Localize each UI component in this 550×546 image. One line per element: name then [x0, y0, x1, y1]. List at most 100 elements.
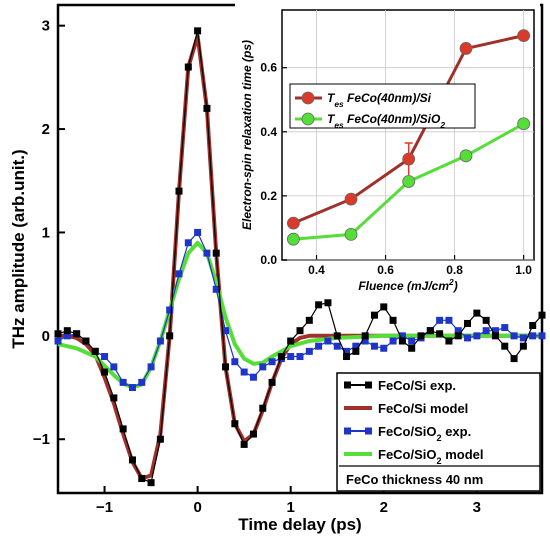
data-point	[231, 420, 239, 428]
data-point	[370, 311, 378, 319]
data-point	[287, 353, 295, 361]
data-point	[333, 342, 341, 350]
data-point	[445, 316, 453, 324]
data-point	[287, 337, 295, 345]
data-point	[110, 394, 118, 402]
data-point	[101, 353, 109, 361]
data-point	[482, 316, 490, 324]
data-point	[175, 270, 183, 278]
data-point	[538, 311, 546, 319]
inset-legend-entry-part: T	[327, 91, 336, 105]
inset-data-point	[459, 42, 473, 55]
data-point	[184, 239, 192, 247]
inset-data-point	[517, 29, 531, 43]
data-point	[147, 479, 155, 487]
data-point	[370, 342, 378, 350]
data-point	[352, 347, 360, 355]
inset-data-point	[286, 216, 300, 230]
data-point	[268, 358, 276, 366]
inset-legend-entry-part: es	[334, 99, 344, 109]
data-point	[454, 332, 462, 340]
inset-legend-entry: Tes FeCo(40nm)/SiO2	[327, 112, 445, 130]
inset-data-point	[517, 117, 531, 131]
legend-entry-part: FeCo/SiO	[378, 424, 437, 439]
data-point	[408, 344, 416, 352]
data-point	[268, 378, 276, 386]
main-y-tick-label: 3	[42, 18, 50, 35]
data-point	[510, 332, 518, 340]
data-point	[445, 337, 453, 345]
main-y-tick-label: −1	[33, 431, 50, 448]
data-point	[277, 353, 285, 361]
data-point	[361, 337, 369, 345]
data-point	[296, 327, 304, 335]
data-point	[128, 456, 136, 464]
data-point	[212, 249, 220, 257]
legend-entry-part: model	[442, 447, 484, 462]
data-point	[324, 299, 332, 307]
data-point	[305, 316, 313, 324]
main-x-tick-label: 2	[380, 499, 388, 516]
data-point	[194, 228, 202, 236]
inset-legend-entry: Tes FeCo(40nm)/Si	[327, 91, 432, 109]
data-point	[175, 187, 183, 195]
data-point	[194, 27, 202, 35]
data-point	[408, 337, 416, 345]
data-point	[398, 332, 406, 340]
data-point	[156, 435, 164, 443]
data-point	[436, 316, 444, 324]
inset-legend-box	[289, 83, 476, 129]
data-point	[240, 440, 248, 448]
data-point	[203, 249, 211, 257]
data-point	[222, 327, 230, 335]
data-point	[454, 327, 462, 335]
data-point	[101, 368, 109, 376]
data-point	[343, 353, 351, 361]
main-x-tick-label: −1	[96, 499, 113, 516]
legend-marker	[344, 427, 351, 435]
data-point	[54, 337, 62, 345]
data-point	[464, 334, 472, 342]
inset-x-tick-label: 0.6	[377, 263, 394, 277]
data-point	[231, 358, 239, 366]
data-point	[426, 327, 434, 335]
data-point	[333, 332, 341, 340]
data-point	[417, 332, 425, 340]
data-point	[184, 63, 192, 71]
data-point	[119, 378, 127, 386]
data-point	[259, 363, 267, 371]
data-point	[491, 332, 499, 340]
data-point	[464, 319, 472, 327]
data-point	[249, 373, 257, 381]
data-point	[343, 347, 351, 355]
data-point	[147, 363, 155, 371]
data-point	[138, 378, 146, 386]
inset-data-point	[344, 227, 358, 241]
inset-x-axis-label: Fluence (mJ/cm2)	[358, 277, 457, 293]
main-x-axis-label: Time delay (ps)	[238, 515, 361, 534]
inset-series-1	[286, 117, 531, 246]
data-point	[240, 368, 248, 376]
inset-legend-entry-part: FeCo(40nm)/SiO	[344, 112, 441, 126]
data-point	[305, 347, 313, 355]
main-y-tick-label: 2	[42, 121, 50, 138]
inset-series-0	[286, 29, 531, 230]
data-point	[501, 342, 509, 350]
inset-x-axis-label-part: )	[452, 279, 458, 293]
inset-legend-entry-part: 2	[439, 120, 445, 130]
inset-data-point	[286, 232, 300, 246]
legend-entry-part: 2	[437, 433, 442, 443]
data-point	[128, 384, 136, 392]
data-point	[519, 342, 527, 350]
inset-x-tick-label: 1.0	[515, 263, 532, 277]
data-point	[119, 425, 127, 433]
inset-data-point	[402, 152, 416, 166]
inset-data-point	[459, 149, 473, 163]
data-point	[63, 332, 71, 340]
data-point	[156, 337, 164, 345]
data-point	[436, 330, 444, 338]
